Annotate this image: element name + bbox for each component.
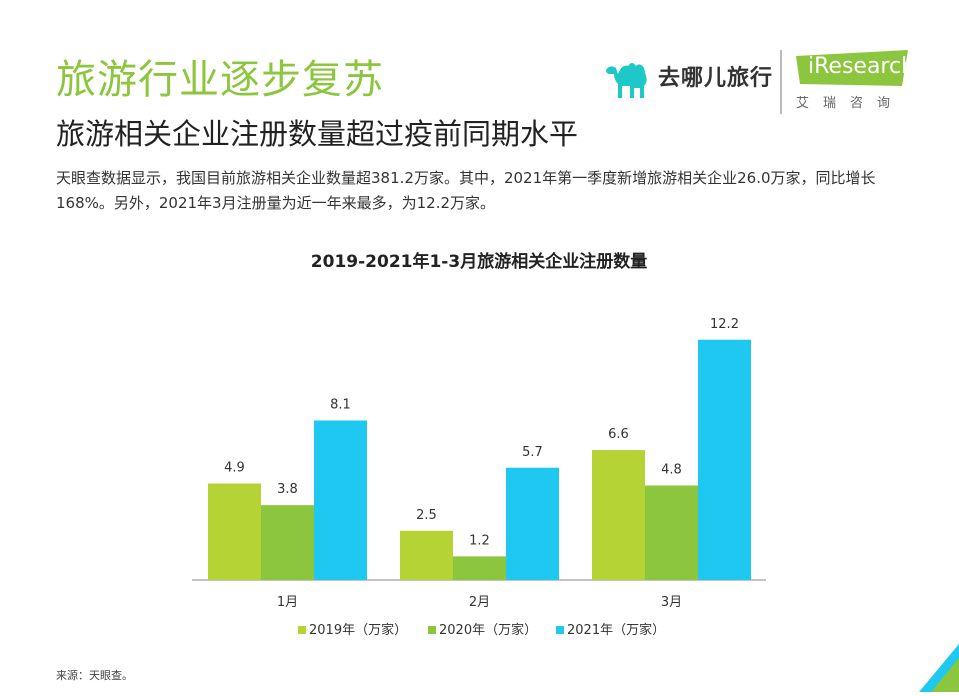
logo-area: 去哪儿旅行 iResearch 艾瑞咨询 (600, 44, 930, 124)
data-label: 5.7 (522, 445, 543, 460)
bar-1-1 (453, 556, 506, 580)
iresearch-logo-bg (796, 50, 908, 86)
legend-swatch (428, 626, 436, 634)
data-label: 8.1 (330, 397, 351, 412)
bar-0-2 (592, 450, 645, 580)
x-tick-label: 2月 (469, 595, 490, 610)
bar-0-0 (208, 483, 261, 580)
bar-1-0 (261, 505, 314, 580)
camel-icon (606, 63, 647, 98)
data-label: 6.6 (608, 427, 629, 442)
legend-label: 2020年（万家） (439, 622, 537, 638)
page-title: 旅游行业逐步复苏 (56, 57, 384, 103)
data-label: 12.2 (710, 317, 739, 332)
legend-label: 2021年（万家） (567, 622, 665, 638)
page-subtitle: 旅游相关企业注册数量超过疫前同期水平 (56, 117, 579, 151)
x-tick-label: 3月 (661, 595, 682, 610)
data-label: 1.2 (469, 533, 490, 548)
corner-decoration (919, 644, 959, 692)
data-label: 4.9 (224, 461, 245, 476)
bar-2-1 (506, 467, 559, 580)
description-text: 天眼查数据显示，我国目前旅游相关企业数量超381.2万家。其中，2021年第一季… (56, 169, 876, 212)
data-label: 3.8 (277, 482, 298, 497)
bar-1-2 (645, 485, 698, 580)
legend-label: 2019年（万家） (309, 622, 407, 638)
chart-title: 2019-2021年1-3月旅游相关企业注册数量 (311, 251, 647, 272)
iresearch-logo-text: iResearch (808, 54, 916, 79)
bar-0-1 (400, 530, 453, 580)
source-note: 来源：天眼查。 (56, 669, 133, 682)
bar-2-2 (698, 339, 751, 580)
bar-2-0 (314, 420, 367, 580)
logo-divider (780, 50, 782, 114)
data-label: 2.5 (416, 508, 437, 523)
legend-swatch (298, 626, 306, 634)
x-tick-label: 1月 (277, 595, 298, 610)
qunar-logo-text: 去哪儿旅行 (658, 66, 774, 91)
data-label: 4.8 (661, 462, 682, 477)
iresearch-logo-cn: 艾瑞咨询 (796, 96, 905, 111)
legend-swatch (556, 626, 564, 634)
